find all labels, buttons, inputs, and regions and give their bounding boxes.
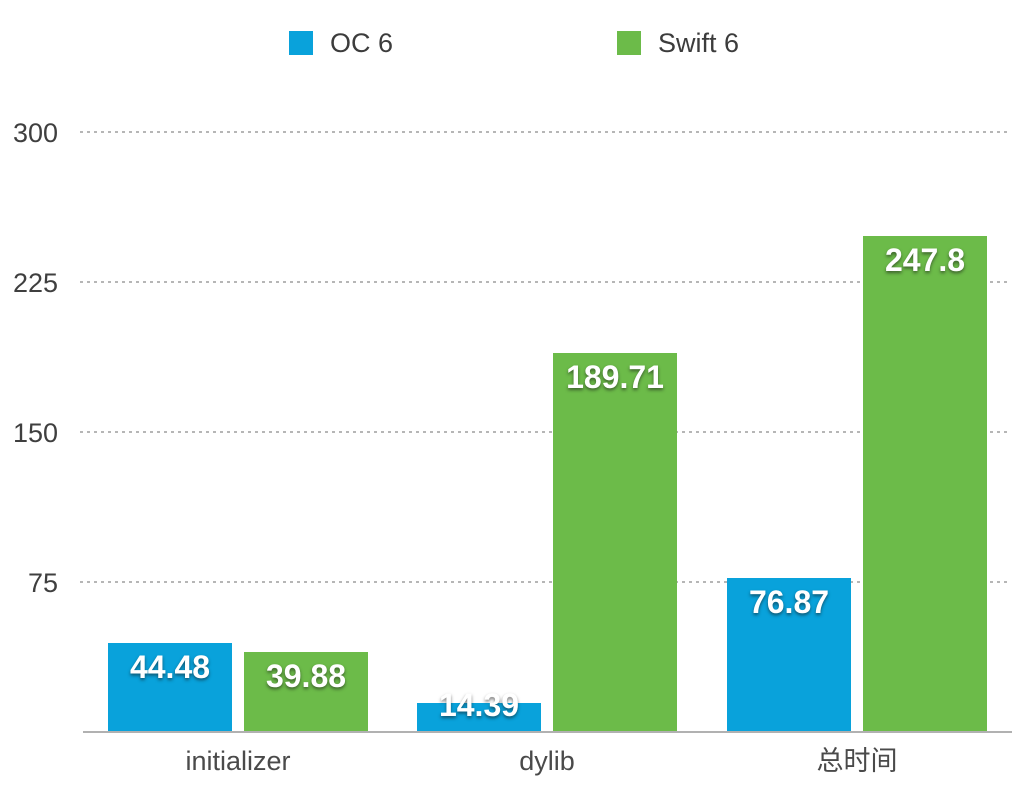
- x-axis-label-1: dylib: [519, 746, 575, 776]
- legend-label-oc6: OC 6: [330, 28, 394, 58]
- y-tick-label-150: 150: [12, 418, 58, 448]
- gridline-300: [80, 131, 1008, 133]
- bar-swift6-2: 247.8: [863, 236, 987, 732]
- y-tick-label-75: 75: [27, 568, 58, 598]
- bar-value-label: 189.71: [566, 359, 664, 395]
- legend-swatch-swift6-icon: [617, 31, 641, 55]
- gridline-225: [80, 281, 1008, 283]
- bar-value-label: 39.88: [265, 658, 347, 694]
- legend-item-swift6: Swift 6: [617, 29, 739, 57]
- bar-swift6-0: 39.88: [244, 652, 368, 732]
- bar-oc6-0: 44.48: [108, 643, 232, 732]
- legend-label-swift6: Swift 6: [658, 28, 740, 58]
- y-tick-label-300: 300: [12, 118, 58, 148]
- bar-value-label: 76.87: [748, 584, 830, 620]
- x-axis-line: [83, 731, 1012, 733]
- bar-value-label: 14.39: [438, 687, 520, 723]
- bar-value-label: 247.8: [884, 242, 966, 278]
- legend-item-oc6: OC 6: [289, 29, 393, 57]
- x-axis-label-0: initializer: [185, 746, 291, 776]
- bar-oc6-2: 76.87: [727, 578, 851, 732]
- gridline-75: [80, 581, 1008, 583]
- x-axis-label-2: 总时间: [816, 746, 898, 776]
- y-tick-label-225: 225: [12, 268, 58, 298]
- legend-swatch-oc6-icon: [289, 31, 313, 55]
- bar-value-label: 44.48: [129, 649, 211, 685]
- gridline-150: [80, 431, 1008, 433]
- bar-swift6-1: 189.71: [553, 353, 677, 732]
- bar-oc6-1: 14.39: [417, 689, 541, 732]
